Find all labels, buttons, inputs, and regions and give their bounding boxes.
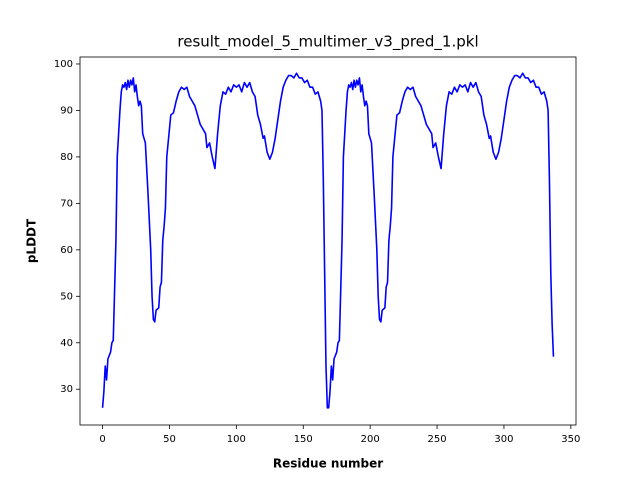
plddt-line	[101, 72, 555, 409]
x-tick-label: 200	[361, 434, 380, 445]
y-tick-label: 90	[60, 105, 73, 116]
y-axis-label: pLDDT	[25, 218, 39, 263]
x-tick-label: 50	[163, 434, 176, 445]
y-tick-label: 40	[60, 338, 73, 349]
plot-frame	[79, 56, 577, 426]
x-tick-label: 250	[428, 434, 447, 445]
x-tick-label: 100	[227, 434, 246, 445]
x-axis-label: Residue number	[273, 457, 383, 471]
y-tick-label: 70	[60, 198, 73, 209]
x-tick-label: 350	[561, 434, 580, 445]
x-tick-label: 150	[294, 434, 313, 445]
y-tick-label: 60	[60, 245, 73, 256]
x-tick-label: 300	[494, 434, 513, 445]
chart-title: result_model_5_multimer_v3_pred_1.pkl	[177, 33, 478, 52]
x-tick-label: 0	[99, 434, 105, 445]
y-tick-label: 50	[60, 291, 73, 302]
y-tick-label: 30	[60, 384, 73, 395]
y-tick-label: 100	[54, 59, 73, 70]
y-tick-label: 80	[60, 152, 73, 163]
